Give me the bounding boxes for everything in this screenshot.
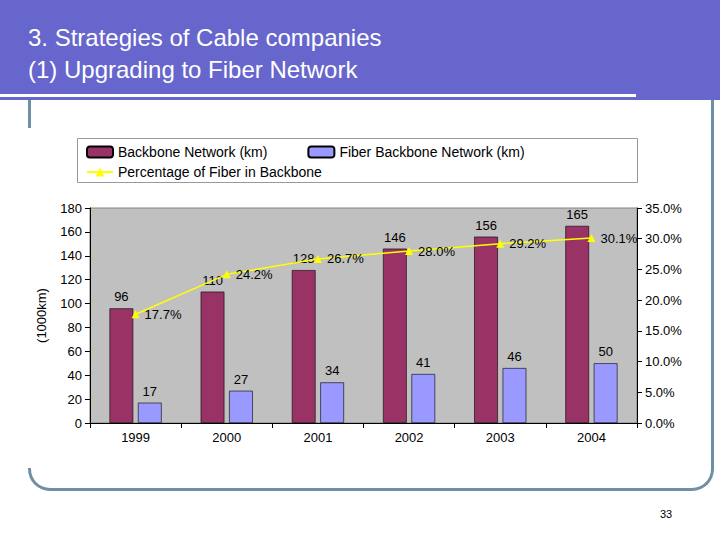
svg-text:128: 128	[293, 251, 315, 266]
svg-text:25.0%: 25.0%	[645, 262, 682, 277]
svg-text:2004: 2004	[577, 430, 606, 445]
svg-text:1999: 1999	[121, 430, 150, 445]
svg-text:41: 41	[416, 355, 430, 370]
svg-text:5.0%: 5.0%	[645, 385, 675, 400]
svg-text:Percentage of Fiber in Backbon: Percentage of Fiber in Backbone	[118, 164, 322, 180]
svg-text:30.1%: 30.1%	[600, 231, 637, 246]
svg-text:0.0%: 0.0%	[645, 416, 675, 431]
svg-text:0: 0	[75, 416, 82, 431]
svg-text:17: 17	[143, 384, 157, 399]
svg-text:50: 50	[598, 344, 612, 359]
svg-text:120: 120	[60, 272, 82, 287]
svg-text:40: 40	[68, 368, 82, 383]
svg-text:24.2%: 24.2%	[236, 267, 273, 282]
svg-text:160: 160	[60, 224, 82, 239]
svg-text:26.7%: 26.7%	[327, 251, 364, 266]
svg-text:15.0%: 15.0%	[645, 323, 682, 338]
svg-text:Backbone Network (km): Backbone Network (km)	[118, 144, 267, 160]
svg-text:2003: 2003	[486, 430, 515, 445]
svg-text:35.0%: 35.0%	[645, 201, 682, 216]
svg-text:20: 20	[68, 392, 82, 407]
svg-text:17.7%: 17.7%	[145, 307, 182, 322]
svg-text:156: 156	[475, 218, 497, 233]
svg-text:146: 146	[384, 230, 406, 245]
svg-text:2001: 2001	[303, 430, 332, 445]
svg-text:28.0%: 28.0%	[418, 244, 455, 259]
svg-text:30.0%: 30.0%	[645, 231, 682, 246]
svg-text:(1000km): (1000km)	[34, 288, 49, 343]
svg-text:10.0%: 10.0%	[645, 354, 682, 369]
svg-text:165: 165	[566, 207, 588, 222]
svg-text:2000: 2000	[212, 430, 241, 445]
svg-text:Fiber Backbone Network (km): Fiber Backbone Network (km)	[339, 144, 524, 160]
svg-text:60: 60	[68, 344, 82, 359]
svg-text:34: 34	[325, 363, 339, 378]
html-text:33: 33	[660, 508, 673, 520]
svg-text:46: 46	[507, 349, 521, 364]
html-text:3. Strategies of Cable compani: 3. Strategies of Cable companies	[28, 24, 382, 51]
html-text:(1) Upgrading to Fiber Network: (1) Upgrading to Fiber Network	[28, 56, 358, 83]
svg-text:140: 140	[60, 248, 82, 263]
svg-text:20.0%: 20.0%	[645, 293, 682, 308]
svg-text:180: 180	[60, 201, 82, 216]
svg-text:2002: 2002	[395, 430, 424, 445]
svg-text:110: 110	[202, 272, 223, 288]
svg-text:27: 27	[234, 372, 248, 387]
svg-text:80: 80	[68, 320, 82, 335]
svg-text:100: 100	[60, 296, 82, 311]
svg-text:29.2%: 29.2%	[509, 236, 546, 251]
svg-text:96: 96	[114, 289, 128, 304]
